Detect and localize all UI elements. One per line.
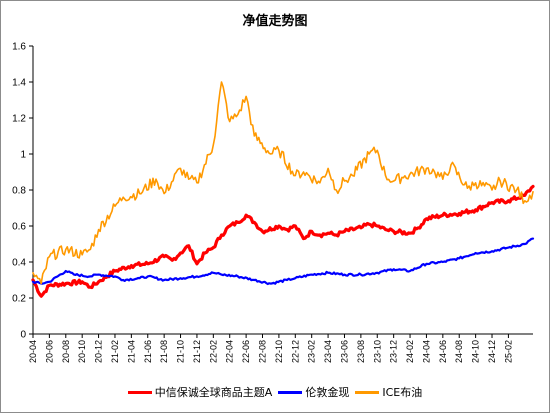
x-tick-label: 23-06: [339, 340, 349, 363]
x-tick-label: 21-10: [176, 340, 186, 363]
x-tick-label: 22-10: [274, 340, 284, 363]
legend-item-brent: ICE布油: [355, 384, 422, 400]
fund-line: [31, 184, 535, 298]
x-tick-label: 20-06: [44, 340, 54, 363]
x-tick-label: 24-06: [438, 340, 448, 363]
y-tick-label: 0.6: [12, 222, 26, 233]
x-tick-label: 20-04: [28, 340, 38, 363]
legend-swatch-gold: [278, 390, 303, 394]
x-tick-label: 23-12: [389, 340, 399, 363]
legend-label-gold: 伦敦金现: [305, 386, 350, 399]
chart-legend: 中信保诚全球商品主题A 伦敦金现 ICE布油: [0, 384, 550, 400]
x-tick-label: 24-12: [487, 340, 497, 363]
legend-label-fund: 中信保诚全球商品主题A: [154, 386, 273, 399]
x-tick-label: 21-12: [192, 340, 202, 363]
x-tick-label: 23-02: [307, 340, 317, 363]
x-tick-label: 21-06: [143, 340, 153, 363]
y-tick-label: 0.8: [12, 186, 26, 197]
x-tick-label: 22-04: [225, 340, 235, 363]
y-tick-label: 1.4: [12, 78, 26, 89]
x-tick-label: 21-02: [110, 340, 120, 363]
legend-swatch-brent: [355, 390, 380, 394]
x-tick-label: 20-10: [77, 340, 87, 363]
y-tick-label: 0.2: [12, 294, 26, 305]
x-tick-label: 21-04: [126, 340, 136, 363]
x-tick-label: 25-02: [503, 340, 513, 363]
x-tick-label: 23-04: [323, 340, 333, 363]
x-tick-label: 20-12: [94, 340, 104, 363]
x-tick-label: 24-04: [421, 340, 431, 363]
x-tick-label: 22-02: [208, 340, 218, 363]
y-tick-label: 1.6: [12, 42, 26, 53]
gold-line: [31, 237, 535, 286]
x-tick-label: 22-12: [290, 340, 300, 363]
x-tick-label: 22-08: [258, 340, 268, 363]
x-tick-label: 21-08: [159, 340, 169, 363]
x-tick-label: 20-08: [61, 340, 71, 363]
y-tick-label: 0: [20, 330, 26, 341]
legend-item-fund: 中信保诚全球商品主题A: [127, 384, 273, 400]
x-tick-label: 22-06: [241, 340, 251, 363]
brent-line: [32, 81, 534, 285]
legend-label-brent: ICE布油: [382, 386, 423, 399]
chart-title: 净值走势图: [242, 14, 308, 29]
x-tick-label: 24-08: [454, 340, 464, 363]
legend-item-gold: 伦敦金现: [278, 384, 349, 400]
x-tick-label: 24-10: [471, 340, 481, 363]
y-tick-label: 1.2: [12, 114, 26, 125]
x-tick-label: 23-10: [372, 340, 382, 363]
x-tick-label: 23-08: [356, 340, 366, 363]
y-tick-label: 1: [20, 150, 26, 161]
x-tick-label: 24-02: [405, 340, 415, 363]
legend-swatch-fund: [127, 390, 152, 394]
y-tick-label: 0.4: [12, 258, 26, 269]
